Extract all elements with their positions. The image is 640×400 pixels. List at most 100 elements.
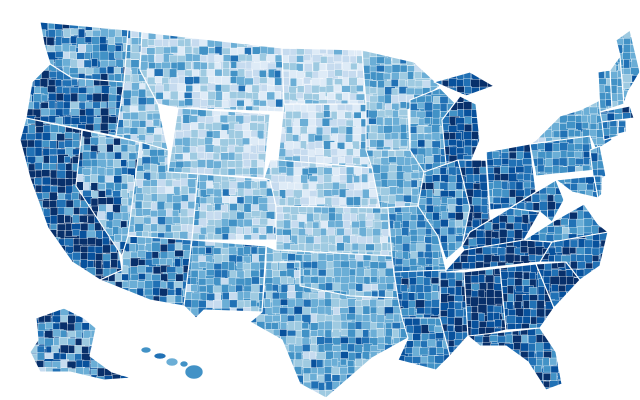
county-cell — [430, 315, 440, 318]
county-cell — [68, 374, 78, 380]
county-cell — [79, 115, 88, 123]
county-cell — [98, 308, 108, 317]
county-cell — [366, 227, 374, 238]
county-cell — [280, 373, 289, 383]
county-cell — [123, 98, 131, 107]
county-cell — [415, 314, 424, 318]
county-cell — [487, 101, 494, 114]
county-cell — [243, 203, 252, 213]
county-cell — [30, 330, 38, 339]
county-cell — [98, 314, 109, 323]
county-cell — [597, 169, 606, 177]
county-cell — [346, 205, 356, 208]
county-cell — [440, 272, 448, 280]
county-cell — [339, 204, 347, 208]
county-cell — [165, 224, 172, 233]
county-cell — [552, 106, 561, 116]
county-cell — [114, 151, 122, 160]
county-cell — [557, 380, 562, 390]
county-cell — [121, 281, 129, 288]
county-cell — [256, 174, 265, 178]
county-cell — [126, 315, 132, 327]
county-cell — [281, 39, 284, 47]
county-cell — [408, 307, 416, 316]
county-cell — [279, 366, 290, 377]
county-cell — [605, 174, 606, 184]
county-cell — [171, 224, 182, 232]
county-cell — [227, 115, 237, 123]
county-cell — [490, 358, 500, 369]
county-cell — [404, 202, 414, 208]
state-border-ga — [499, 263, 555, 331]
county-cell — [34, 260, 45, 268]
county-cell — [560, 107, 570, 114]
county-cell — [259, 53, 267, 62]
county-cell — [355, 306, 365, 315]
county-cell — [275, 61, 284, 68]
county-cell — [198, 240, 206, 247]
county-cell — [181, 224, 189, 231]
county-cell — [542, 357, 550, 367]
county-cell — [318, 99, 329, 104]
county-cell — [134, 200, 143, 210]
county-cell — [272, 314, 281, 322]
county-cell — [105, 175, 115, 182]
county-cell — [424, 101, 433, 112]
county-cell — [606, 204, 608, 213]
county-cell — [408, 315, 417, 318]
county-cell — [20, 252, 30, 264]
county-cell — [388, 251, 392, 256]
county-cell — [629, 82, 639, 94]
county-cell — [370, 276, 378, 283]
county-cell — [279, 380, 289, 390]
county-cell — [468, 350, 478, 359]
county-cell — [344, 155, 353, 165]
county-cell — [387, 179, 397, 187]
county-cell — [398, 366, 408, 378]
county-cell — [252, 218, 260, 225]
county-cell — [75, 330, 83, 339]
county-cell — [371, 290, 379, 298]
county-cell — [346, 381, 358, 391]
county-cell — [35, 253, 44, 263]
county-cell — [471, 139, 479, 147]
county-cell — [309, 351, 317, 361]
county-cell — [180, 185, 189, 196]
county-cell — [170, 77, 179, 85]
county-cell — [288, 374, 295, 382]
county-cell — [256, 381, 267, 393]
county-cell — [234, 146, 245, 153]
county-cell — [529, 300, 539, 309]
county-cell — [20, 222, 26, 231]
county-cell — [577, 261, 586, 270]
county-cell — [319, 63, 327, 71]
county-cell — [376, 322, 385, 329]
county-cell — [59, 375, 68, 380]
county-cell — [46, 36, 55, 47]
county-cell — [460, 255, 469, 263]
county-cell — [287, 277, 294, 285]
county-cell — [351, 221, 360, 229]
county-cell — [377, 283, 388, 291]
county-cell — [362, 329, 370, 338]
county-cell — [557, 372, 562, 380]
county-cell — [353, 205, 361, 208]
county-cell — [129, 280, 138, 289]
county-cell — [80, 275, 92, 280]
county-cell — [131, 89, 140, 97]
county-cell — [483, 350, 494, 359]
county-cell — [377, 374, 386, 382]
state-mi — [433, 71, 495, 165]
county-cell — [313, 213, 320, 221]
county-cell — [339, 381, 351, 393]
county-cell — [33, 244, 46, 252]
county-cell — [256, 344, 267, 353]
county-cell — [366, 212, 374, 220]
county-cell — [428, 324, 436, 332]
county-cell — [520, 379, 532, 389]
county-cell — [559, 142, 569, 152]
county-cell — [369, 388, 380, 397]
county-cell — [41, 169, 51, 177]
county-cell — [552, 100, 562, 108]
county-cell — [42, 176, 52, 186]
